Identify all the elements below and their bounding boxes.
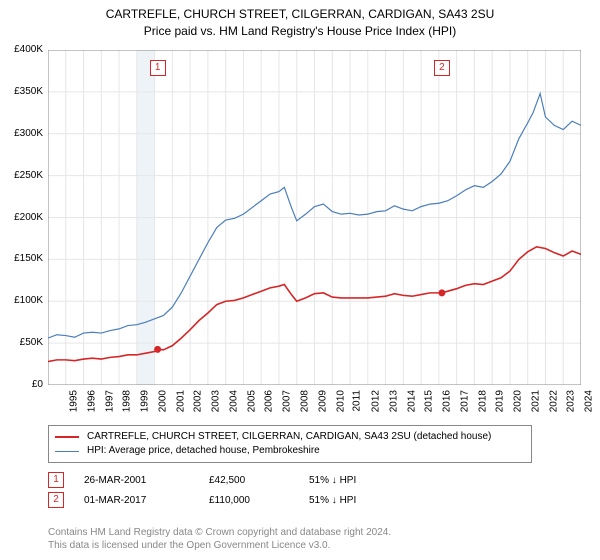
legend-swatch-hpi bbox=[55, 451, 79, 452]
title-block: CARTREFLE, CHURCH STREET, CILGERRAN, CAR… bbox=[0, 0, 600, 40]
x-axis-label: 2011 bbox=[352, 390, 363, 412]
legend-swatch-property bbox=[55, 436, 79, 438]
x-axis-label: 2001 bbox=[175, 390, 186, 412]
y-axis-label: £0 bbox=[3, 379, 43, 390]
chart-container: CARTREFLE, CHURCH STREET, CILGERRAN, CAR… bbox=[0, 0, 600, 560]
x-axis-label: 2004 bbox=[228, 390, 239, 412]
footer: Contains HM Land Registry data © Crown c… bbox=[48, 526, 391, 552]
x-axis-label: 1997 bbox=[104, 390, 115, 412]
x-axis-label: 2018 bbox=[477, 390, 488, 412]
x-axis-label: 2022 bbox=[548, 390, 559, 412]
x-axis-label: 2010 bbox=[335, 390, 346, 412]
x-axis-label: 2002 bbox=[193, 390, 204, 412]
x-axis-label: 1998 bbox=[122, 390, 133, 412]
plot-svg bbox=[48, 50, 581, 385]
x-axis-label: 2012 bbox=[370, 390, 381, 412]
sale-marker-1: 1 bbox=[48, 472, 64, 488]
x-axis-label: 1999 bbox=[139, 390, 150, 412]
chart-area: £0£50K£100K£150K£200K£250K£300K£350K£400… bbox=[48, 50, 581, 385]
x-axis-label: 1996 bbox=[86, 390, 97, 412]
x-axis-label: 2015 bbox=[424, 390, 435, 412]
x-axis-label: 2020 bbox=[512, 390, 523, 412]
sale-date-2: 01-MAR-2017 bbox=[84, 495, 189, 506]
sale-price-1: £42,500 bbox=[209, 475, 289, 486]
footer-line-2: This data is licensed under the Open Gov… bbox=[48, 539, 391, 552]
y-axis-label: £250K bbox=[3, 170, 43, 181]
x-axis-label: 2005 bbox=[246, 390, 257, 412]
x-axis-label: 2007 bbox=[281, 390, 292, 412]
sale-pct-2: 51% ↓ HPI bbox=[309, 495, 369, 506]
legend-label-property: CARTREFLE, CHURCH STREET, CILGERRAN, CAR… bbox=[87, 430, 491, 444]
x-axis-label: 2000 bbox=[157, 390, 168, 412]
legend-row-hpi: HPI: Average price, detached house, Pemb… bbox=[55, 444, 525, 458]
sales-table: 1 26-MAR-2001 £42,500 51% ↓ HPI 2 01-MAR… bbox=[48, 470, 369, 510]
x-axis-label: 2021 bbox=[530, 390, 541, 412]
y-axis-label: £350K bbox=[3, 86, 43, 97]
x-axis-label: 2024 bbox=[583, 390, 594, 412]
x-axis-label: 2019 bbox=[495, 390, 506, 412]
y-axis-label: £400K bbox=[3, 44, 43, 55]
legend-row-property: CARTREFLE, CHURCH STREET, CILGERRAN, CAR… bbox=[55, 430, 525, 444]
sale-date-1: 26-MAR-2001 bbox=[84, 475, 189, 486]
sale-price-2: £110,000 bbox=[209, 495, 289, 506]
y-axis-label: £300K bbox=[3, 128, 43, 139]
x-axis-label: 1995 bbox=[68, 390, 79, 412]
chart-sale-marker: 2 bbox=[434, 60, 450, 76]
legend: CARTREFLE, CHURCH STREET, CILGERRAN, CAR… bbox=[48, 425, 532, 463]
x-axis-label: 2008 bbox=[299, 390, 310, 412]
x-axis-label: 2014 bbox=[406, 390, 417, 412]
y-axis-label: £100K bbox=[3, 295, 43, 306]
x-axis-label: 2016 bbox=[441, 390, 452, 412]
chart-sale-marker: 1 bbox=[150, 60, 166, 76]
x-axis-label: 2023 bbox=[566, 390, 577, 412]
y-axis-label: £200K bbox=[3, 212, 43, 223]
x-axis-label: 2017 bbox=[459, 390, 470, 412]
footer-line-1: Contains HM Land Registry data © Crown c… bbox=[48, 526, 391, 539]
x-axis-label: 2009 bbox=[317, 390, 328, 412]
x-axis-label: 2003 bbox=[210, 390, 221, 412]
sale-pct-1: 51% ↓ HPI bbox=[309, 475, 369, 486]
sale-marker-2: 2 bbox=[48, 492, 64, 508]
title-line-1: CARTREFLE, CHURCH STREET, CILGERRAN, CAR… bbox=[0, 6, 600, 23]
legend-label-hpi: HPI: Average price, detached house, Pemb… bbox=[87, 444, 320, 458]
sales-row-1: 1 26-MAR-2001 £42,500 51% ↓ HPI bbox=[48, 470, 369, 490]
x-axis-label: 2013 bbox=[388, 390, 399, 412]
x-axis-label: 2006 bbox=[264, 390, 275, 412]
y-axis-label: £150K bbox=[3, 253, 43, 264]
sales-row-2: 2 01-MAR-2017 £110,000 51% ↓ HPI bbox=[48, 490, 369, 510]
title-line-2: Price paid vs. HM Land Registry's House … bbox=[0, 23, 600, 40]
y-axis-label: £50K bbox=[3, 337, 43, 348]
